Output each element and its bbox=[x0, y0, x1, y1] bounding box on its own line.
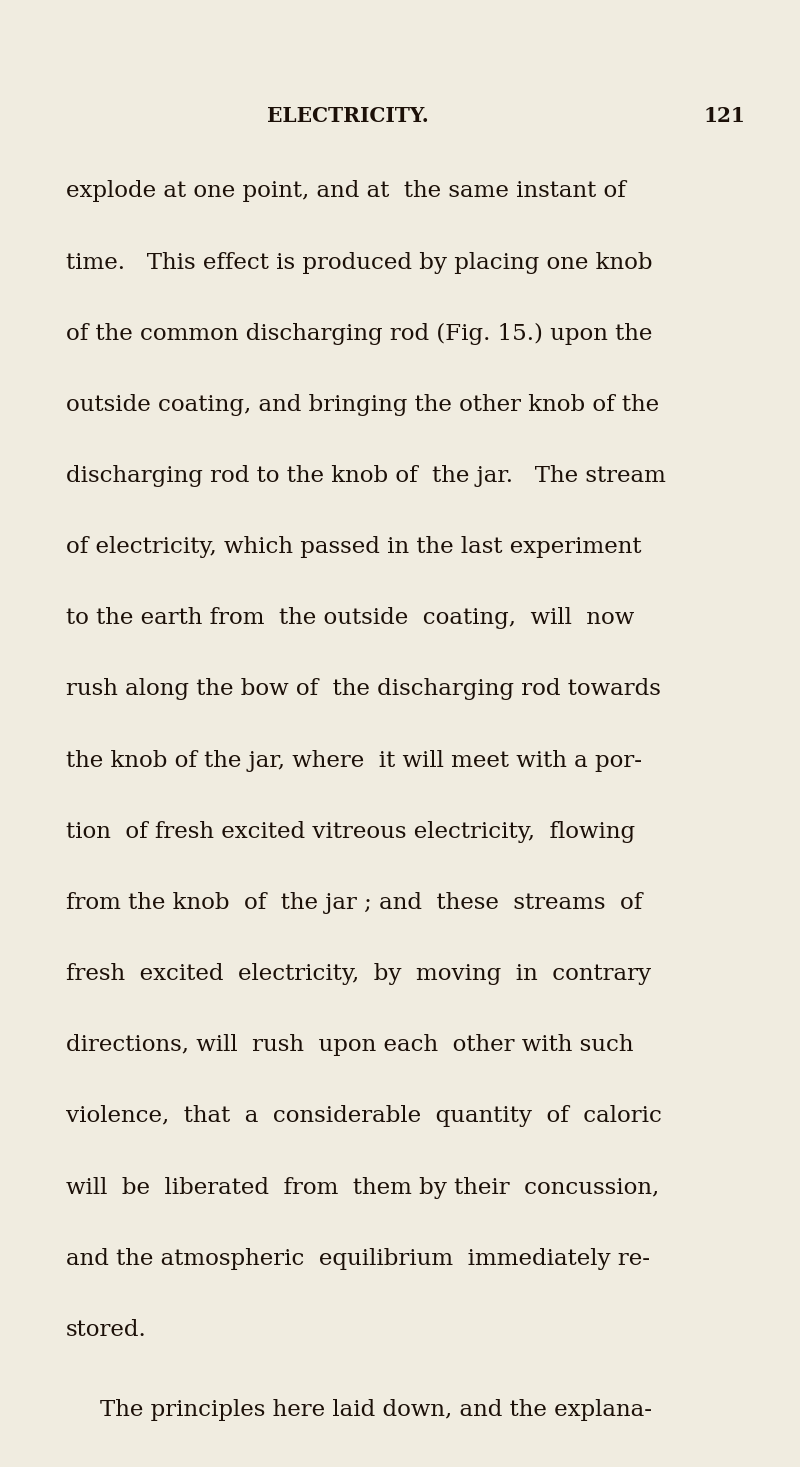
Text: The principles here laid down, and the explana-: The principles here laid down, and the e… bbox=[100, 1398, 652, 1420]
Text: outside coating, and bringing the other knob of the: outside coating, and bringing the other … bbox=[66, 393, 658, 415]
Text: 121: 121 bbox=[704, 107, 746, 126]
Text: will  be  liberated  from  them by their  concussion,: will be liberated from them by their con… bbox=[66, 1177, 659, 1199]
Text: of the common discharging rod (Fig. 15.) upon the: of the common discharging rod (Fig. 15.)… bbox=[66, 323, 652, 345]
Text: ELECTRICITY.: ELECTRICITY. bbox=[267, 107, 429, 126]
Text: violence,  that  a  considerable  quantity  of  caloric: violence, that a considerable quantity o… bbox=[66, 1105, 662, 1127]
Text: stored.: stored. bbox=[66, 1319, 146, 1341]
Text: rush along the bow of  the discharging rod towards: rush along the bow of the discharging ro… bbox=[66, 678, 661, 700]
Text: discharging rod to the knob of  the jar.   The stream: discharging rod to the knob of the jar. … bbox=[66, 465, 666, 487]
Text: time.   This effect is produced by placing one knob: time. This effect is produced by placing… bbox=[66, 252, 652, 273]
Text: from the knob  of  the jar ; and  these  streams  of: from the knob of the jar ; and these str… bbox=[66, 892, 642, 914]
Text: explode at one point, and at  the same instant of: explode at one point, and at the same in… bbox=[66, 180, 626, 202]
Text: of electricity, which passed in the last experiment: of electricity, which passed in the last… bbox=[66, 535, 641, 557]
Text: tion  of fresh excited vitreous electricity,  flowing: tion of fresh excited vitreous electrici… bbox=[66, 820, 634, 842]
Text: directions, will  rush  upon each  other with such: directions, will rush upon each other wi… bbox=[66, 1034, 633, 1056]
Text: fresh  excited  electricity,  by  moving  in  contrary: fresh excited electricity, by moving in … bbox=[66, 962, 650, 984]
Text: to the earth from  the outside  coating,  will  now: to the earth from the outside coating, w… bbox=[66, 607, 634, 629]
Text: and the atmospheric  equilibrium  immediately re-: and the atmospheric equilibrium immediat… bbox=[66, 1247, 650, 1269]
Text: the knob of the jar, where  it will meet with a por-: the knob of the jar, where it will meet … bbox=[66, 750, 642, 772]
